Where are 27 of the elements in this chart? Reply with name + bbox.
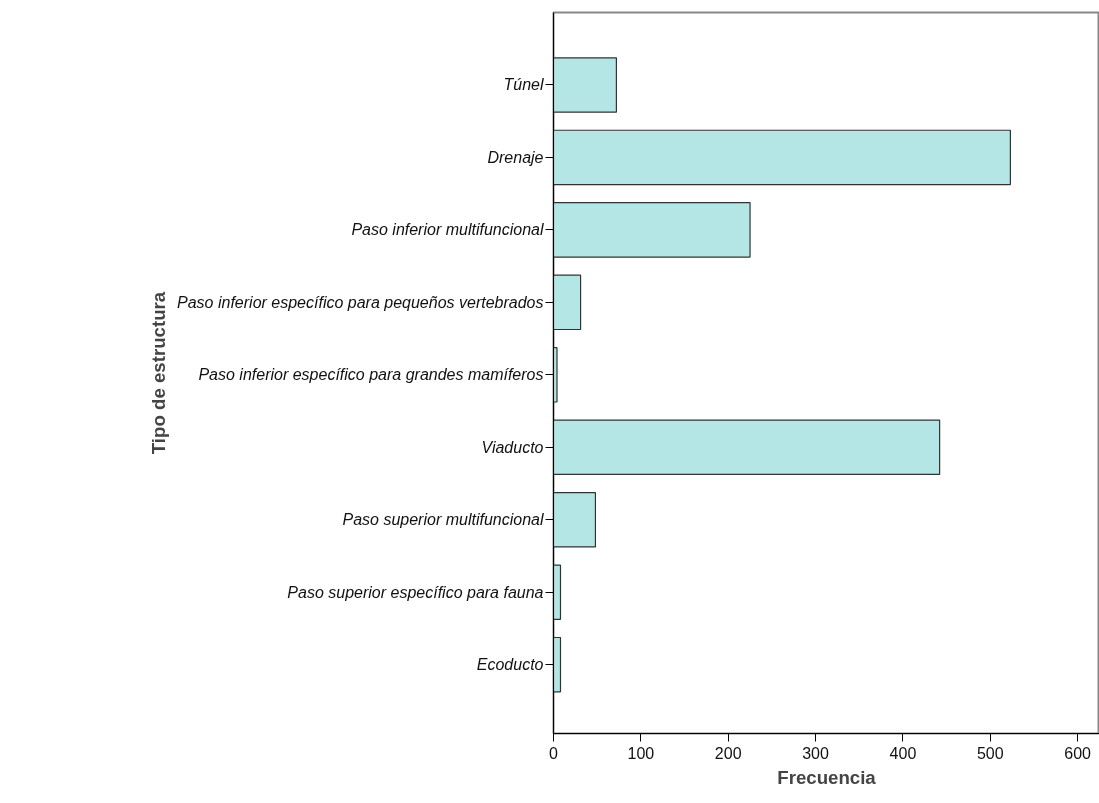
x-tick-label: 0: [549, 744, 559, 762]
y-tick-label: Paso inferior multifuncional: [351, 221, 544, 239]
y-tick-label: Paso inferior específico para grandes mamíferos: [198, 366, 544, 384]
bar: [553, 129, 1011, 186]
y-tick-label: Paso superior específico para fauna: [287, 583, 544, 601]
x-tick-label: 200: [714, 744, 742, 762]
x-tick-label: 100: [627, 744, 655, 762]
x-tick-label: 600: [1064, 744, 1092, 762]
bar: [553, 636, 562, 693]
y-tick-label: Paso superior multifuncional: [342, 511, 544, 529]
x-tick-label: 300: [802, 744, 830, 762]
y-tick-label: Paso inferior específico para pequeños vertebrados: [177, 293, 544, 311]
x-axis-title: Frecuencia: [777, 766, 877, 788]
bar: [553, 202, 751, 258]
y-tick-label: Ecoducto: [476, 656, 544, 674]
bar: [553, 57, 617, 113]
bar: [553, 274, 582, 331]
bar: [553, 564, 562, 620]
x-tick-label: 500: [976, 744, 1004, 762]
y-axis-title: Tipo de estructura: [148, 291, 170, 455]
x-tick-label: 400: [889, 744, 917, 762]
bar: [553, 419, 941, 476]
y-tick-label: Drenaje: [487, 148, 544, 166]
bar: [553, 347, 558, 403]
y-tick-label: Túnel: [503, 76, 544, 94]
bar: [553, 491, 597, 548]
y-tick-label: Viaducto: [481, 438, 544, 456]
